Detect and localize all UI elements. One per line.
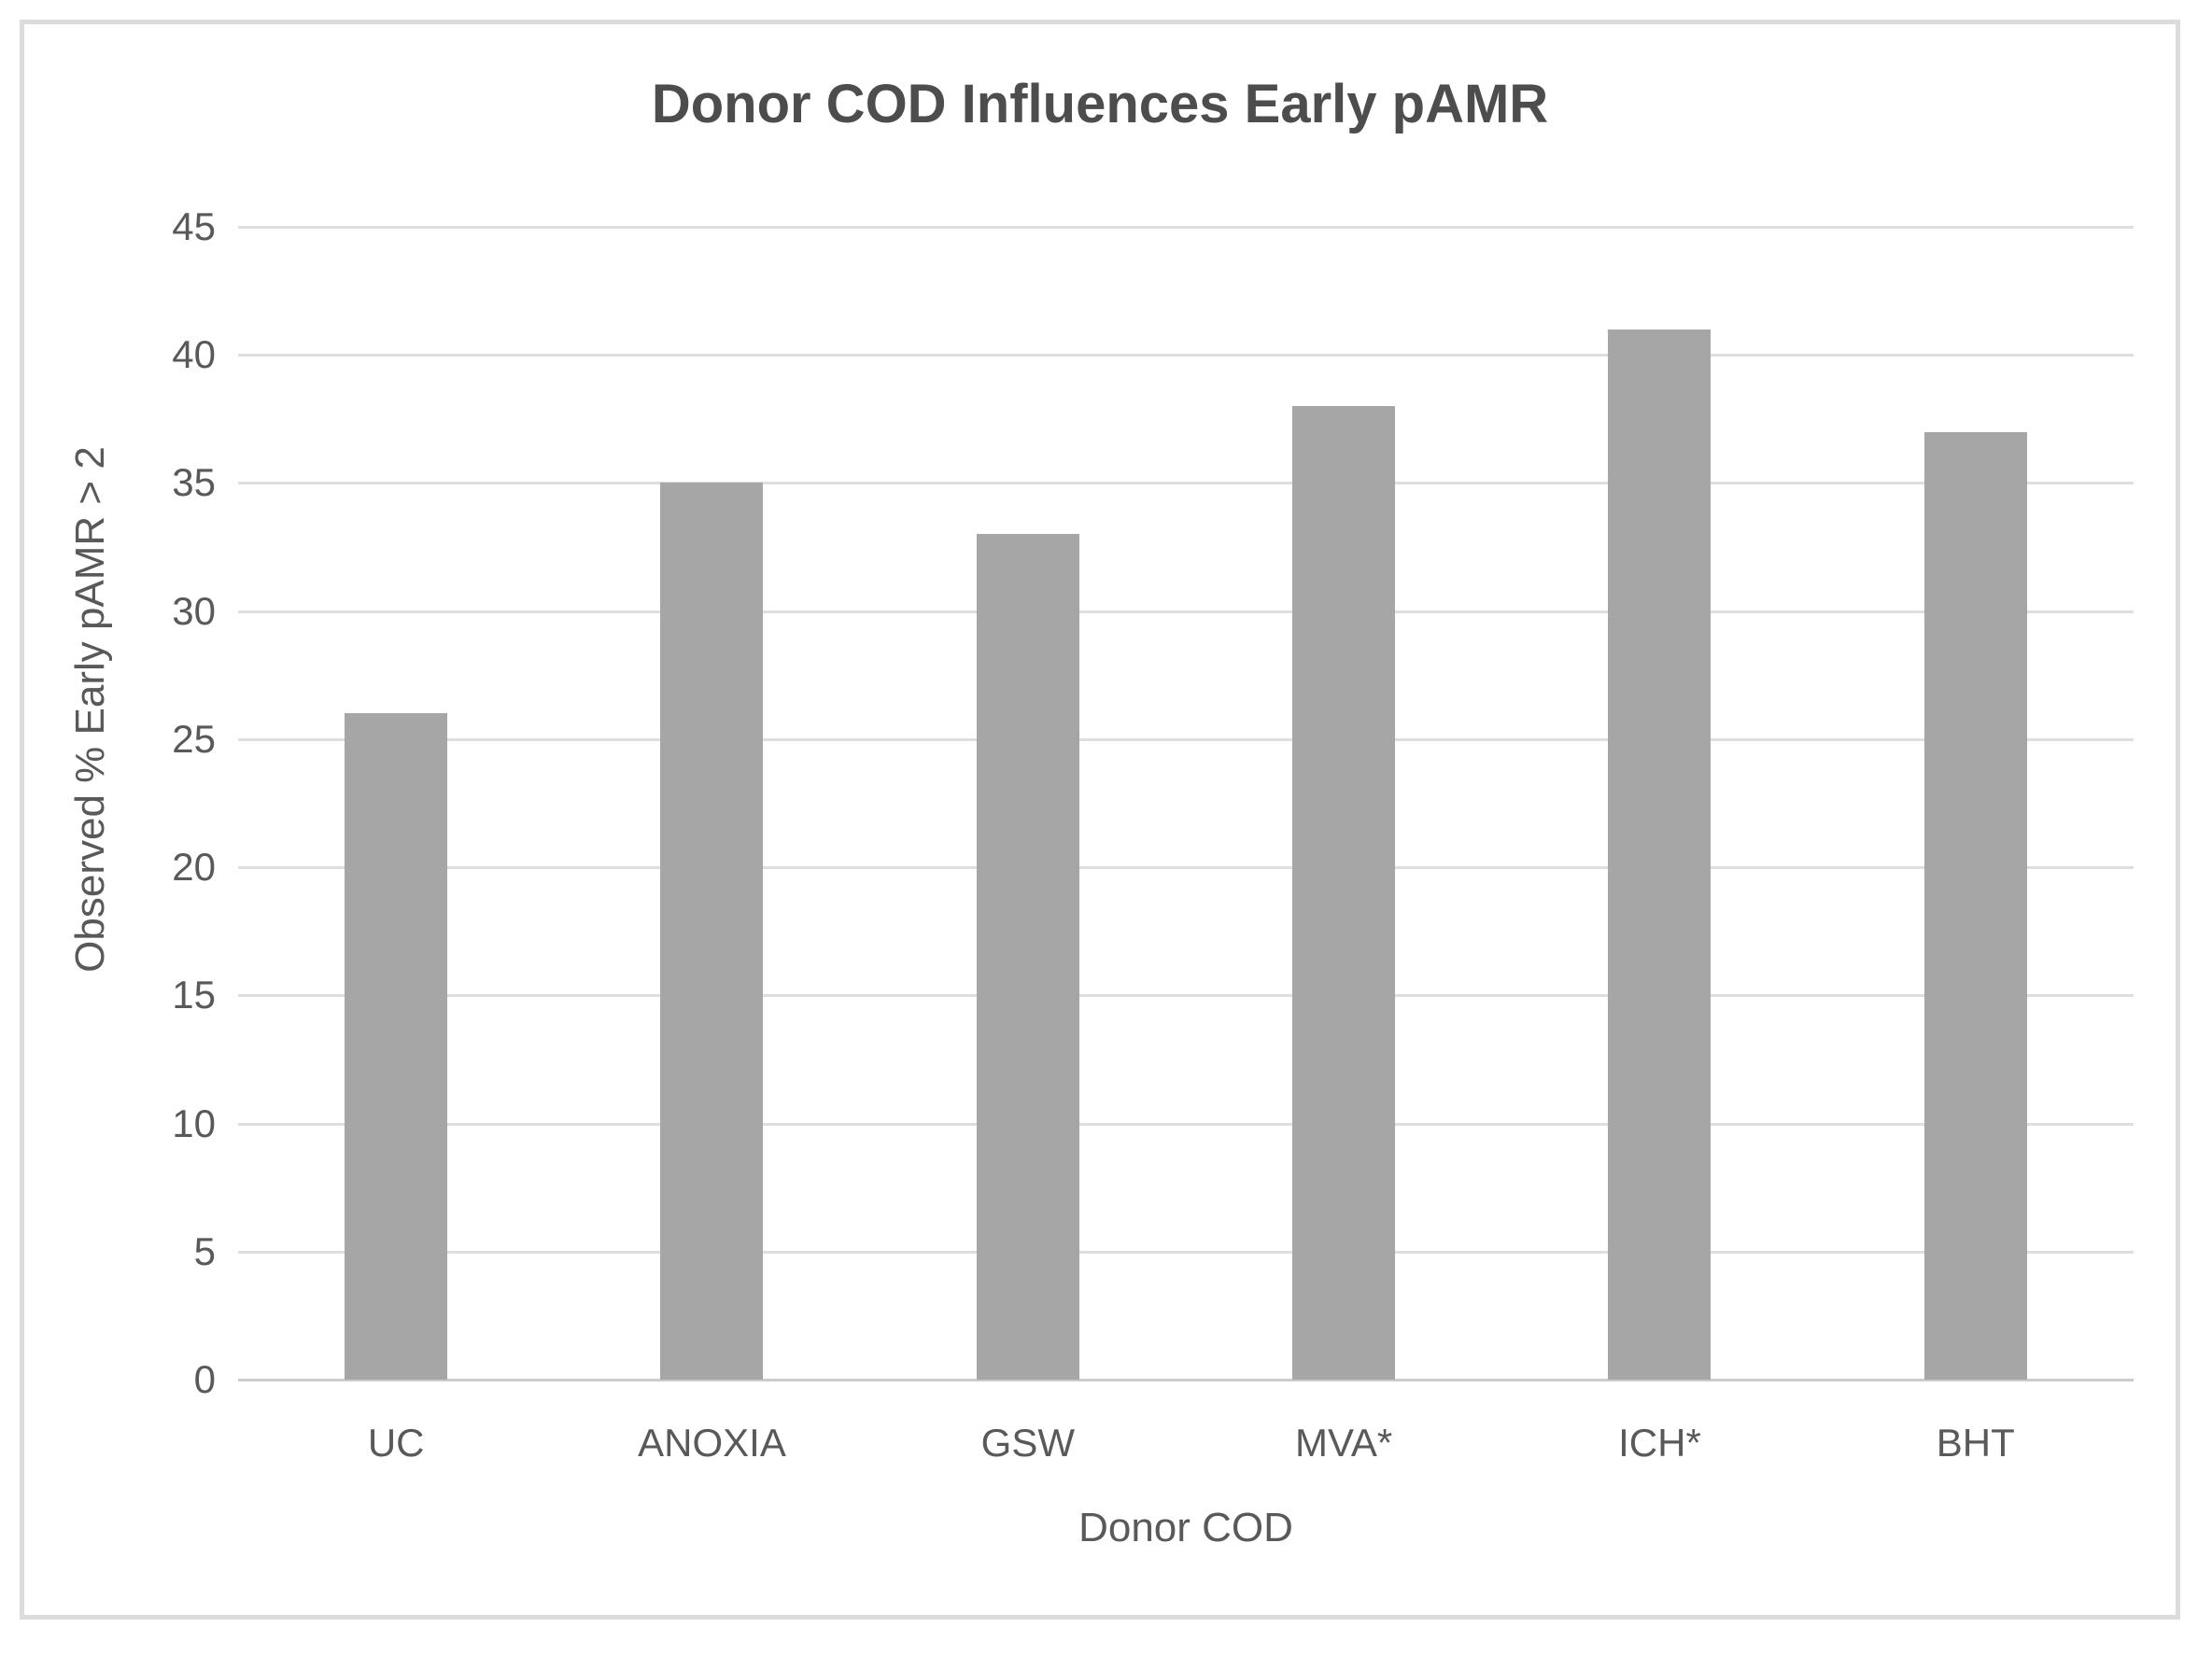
category-label: MVA*: [1295, 1421, 1393, 1465]
y-tick-label: 35: [172, 460, 216, 505]
x-axis-line: [238, 1379, 2134, 1382]
chart-title: Donor COD Influences Early pAMR: [651, 74, 1549, 134]
category-label: BHT: [1936, 1421, 2015, 1465]
gridline: [238, 866, 2134, 870]
category-band: [238, 227, 554, 1380]
bar-MVA*: [1292, 406, 1396, 1380]
y-axis-tick-labels: 0 5 10 15 20 25 30 35 40 45: [99, 207, 216, 1399]
gridline: [238, 1122, 2134, 1126]
category-label: ANOXIA: [638, 1421, 786, 1465]
gridline: [238, 482, 2134, 485]
x-axis-title: Donor COD: [1078, 1505, 1293, 1550]
bar-ICH*: [1608, 329, 1712, 1380]
y-tick-label: 45: [172, 204, 216, 248]
category-band: [554, 227, 869, 1380]
x-axis-category-labels: UC ANOXIA GSW MVA* ICH* BHT: [238, 1417, 2134, 1469]
bars-layer: [238, 227, 2134, 1380]
bar-ANOXIA: [660, 483, 764, 1380]
category-label: UC: [367, 1421, 425, 1465]
bar-GSW: [976, 534, 1079, 1380]
y-tick-label: 0: [193, 1357, 216, 1401]
category-band: [1818, 227, 2134, 1380]
y-tick-label: 20: [172, 845, 216, 890]
y-tick-label: 40: [172, 332, 216, 377]
y-tick-label: 5: [193, 1228, 216, 1273]
bar-BHT: [1923, 431, 2027, 1380]
y-tick-label: 25: [172, 716, 216, 761]
gridline: [238, 610, 2134, 613]
gridline: [238, 994, 2134, 998]
category-label: GSW: [980, 1421, 1075, 1465]
chart-frame: Donor COD Influences Early pAMR Observed…: [20, 20, 2180, 1620]
plot-area: [238, 226, 2134, 1382]
y-tick-label: 30: [172, 588, 216, 633]
y-tick-label: 10: [172, 1101, 216, 1145]
category-label: ICH*: [1618, 1421, 1701, 1465]
bar-UC: [345, 713, 448, 1380]
gridline: [238, 1250, 2134, 1254]
gridline: [238, 354, 2134, 358]
gridline: [238, 226, 2134, 229]
gridline: [238, 737, 2134, 741]
category-band: [1501, 227, 1817, 1380]
category-band: [1186, 227, 1501, 1380]
category-band: [870, 227, 1186, 1380]
y-tick-label: 15: [172, 973, 216, 1017]
